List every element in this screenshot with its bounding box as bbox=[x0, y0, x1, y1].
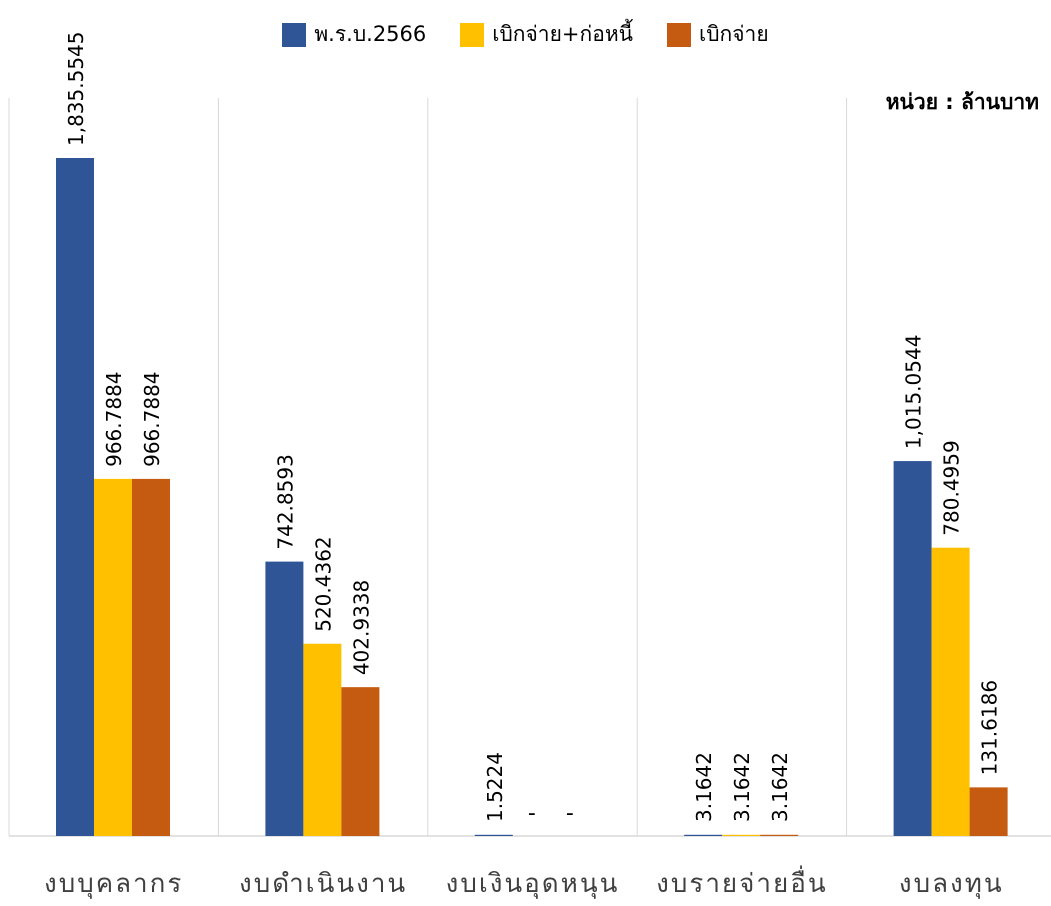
legend-label-disbursed-committed: เบิกจ่าย+ก่อหนี้ bbox=[492, 22, 634, 46]
bar bbox=[893, 461, 932, 836]
legend-swatch-disbursed bbox=[667, 22, 692, 47]
data-label: 3.1642 bbox=[730, 752, 754, 822]
category-tick-label: งบดำเนินงาน bbox=[239, 869, 407, 899]
legend-label-budget: พ.ร.บ.2566 bbox=[314, 22, 427, 46]
data-label: - bbox=[528, 801, 536, 826]
data-label: 966.7884 bbox=[140, 371, 164, 466]
data-label: 1,015.0544 bbox=[902, 335, 926, 450]
category-tick-label: งบบุคลากร bbox=[44, 869, 183, 899]
data-label: 966.7884 bbox=[102, 371, 126, 466]
bar bbox=[132, 478, 170, 836]
data-label: - bbox=[566, 801, 574, 826]
data-label: 1.5224 bbox=[483, 752, 507, 822]
bar bbox=[303, 643, 342, 836]
data-label: 780.4959 bbox=[940, 440, 964, 535]
category-tick-label: งบเงินอุดหนุน bbox=[446, 869, 620, 899]
category-tick-label: งบรายจ่ายอื่น bbox=[656, 865, 827, 899]
data-label: 402.9338 bbox=[349, 580, 373, 675]
bar bbox=[760, 834, 799, 836]
data-label: 3.1642 bbox=[768, 752, 792, 822]
unit-label: หน่วย : ล้านบาท bbox=[885, 90, 1039, 114]
data-label: 3.1642 bbox=[692, 752, 716, 822]
data-label: 742.8593 bbox=[273, 454, 297, 549]
legend-item-disbursed: เบิกจ่าย bbox=[667, 18, 769, 51]
chart-legend: พ.ร.บ.2566 เบิกจ่าย+ก่อหนี้ เบิกจ่าย bbox=[0, 18, 1051, 51]
legend-swatch-budget bbox=[282, 22, 307, 47]
legend-item-disbursed-committed: เบิกจ่าย+ก่อหนี้ bbox=[460, 18, 633, 51]
bar bbox=[265, 561, 304, 836]
bar bbox=[931, 547, 970, 836]
data-label: 520.4362 bbox=[311, 536, 335, 631]
bar bbox=[474, 834, 513, 836]
bar bbox=[969, 787, 1008, 836]
bar bbox=[341, 687, 380, 836]
bar bbox=[722, 834, 761, 836]
category-tick-label: งบลงทุน bbox=[899, 869, 1004, 899]
data-label: 1,835.5545 bbox=[64, 31, 88, 146]
legend-label-disbursed: เบิกจ่าย bbox=[699, 22, 769, 46]
bar bbox=[94, 478, 132, 836]
data-label: 131.6186 bbox=[978, 680, 1002, 775]
legend-swatch-disbursed-committed bbox=[460, 22, 485, 47]
bar bbox=[684, 834, 723, 836]
bar bbox=[56, 158, 94, 836]
legend-item-budget: พ.ร.บ.2566 bbox=[282, 18, 426, 51]
